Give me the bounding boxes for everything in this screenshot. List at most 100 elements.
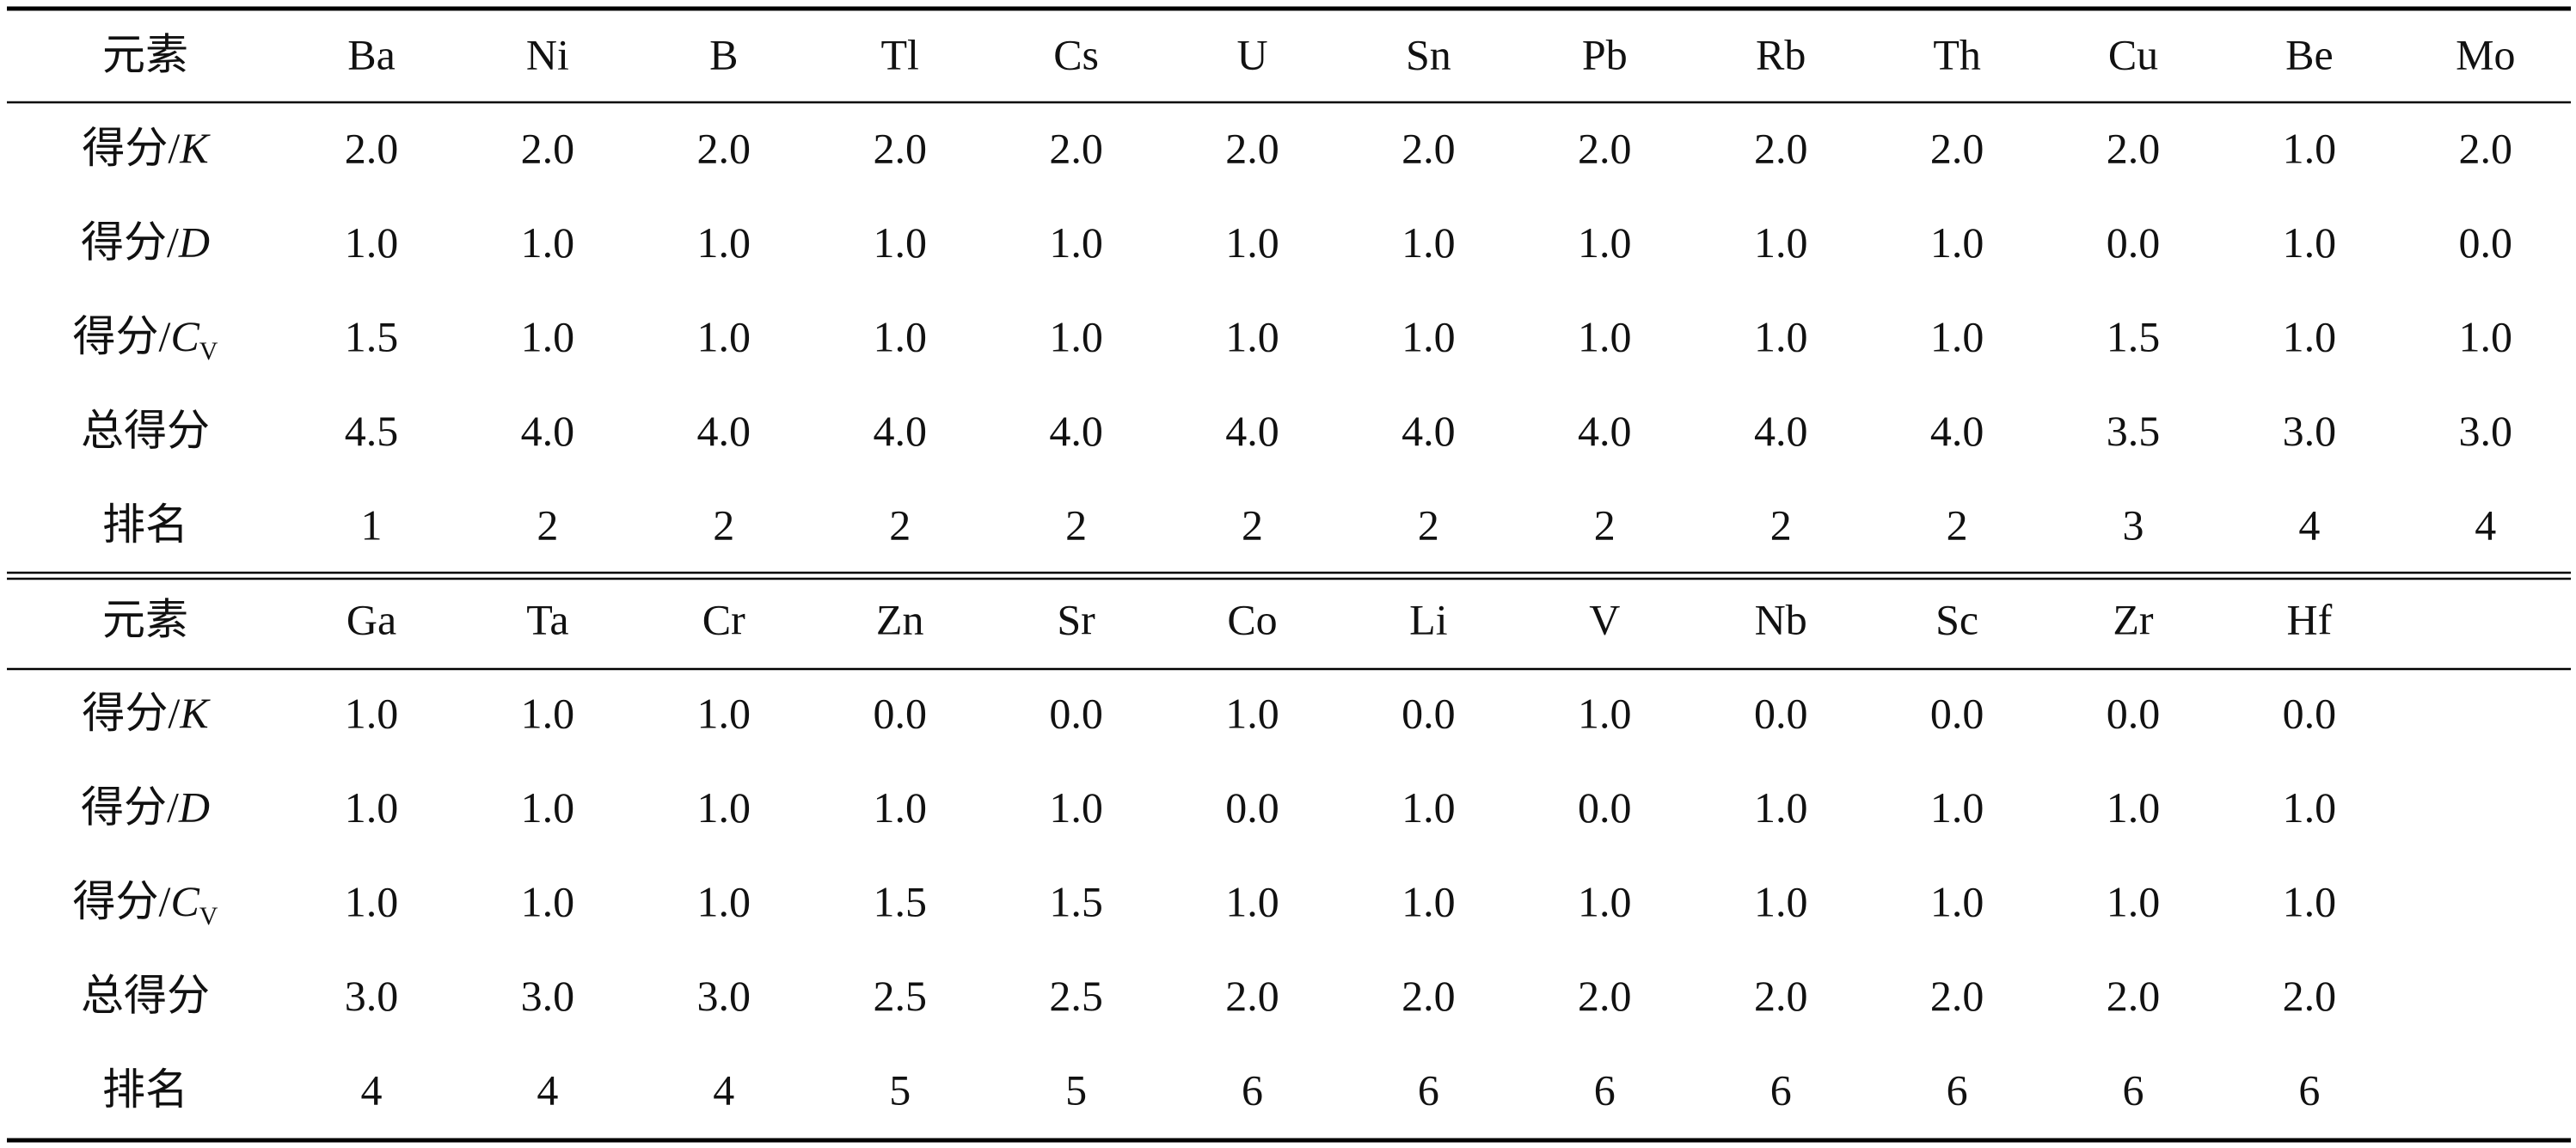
cell-value: 6 (1594, 1065, 1616, 1114)
cell-value: 2.0 (1225, 124, 1279, 172)
row-label: 排名 (102, 1065, 188, 1114)
cell-value: 1.0 (1401, 877, 1456, 925)
cell-value: 2.0 (521, 124, 575, 172)
label-variable: D (178, 218, 210, 267)
element-name: Cs (1053, 30, 1099, 78)
cell-value: 2.0 (1930, 124, 1984, 172)
element-name: U (1236, 30, 1267, 78)
cell-value: 4 (2298, 500, 2320, 549)
element-name: B (709, 30, 738, 78)
cell-value: 2 (1947, 500, 1968, 549)
cell-value: 1.0 (345, 218, 399, 267)
header-label: 元素 (102, 30, 188, 78)
cell-value: 1.0 (697, 689, 751, 737)
cell-value: 3.0 (2459, 407, 2513, 455)
cell-value: 1.0 (345, 689, 399, 737)
element-name: Mo (2456, 30, 2515, 78)
element-name: Ta (526, 595, 568, 643)
cell-value: 0.0 (2107, 689, 2161, 737)
element-name: V (1589, 595, 1620, 643)
cell-value: 2 (889, 500, 911, 549)
cell-value: 0.0 (1930, 689, 1984, 737)
cell-value: 6 (1947, 1065, 1968, 1114)
cell-value: 1.5 (345, 312, 399, 360)
row-label: 得分/CV (73, 312, 218, 365)
cell-value: 1.0 (1754, 218, 1808, 267)
label-text: 排名 (102, 1065, 188, 1114)
element-name: Sr (1057, 595, 1095, 643)
cell-value: 1.0 (521, 689, 575, 737)
cell-value: 1.0 (1578, 689, 1632, 737)
cell-value: 1.5 (873, 877, 927, 925)
cell-value: 1.0 (2283, 312, 2337, 360)
cell-value: 4 (713, 1065, 734, 1114)
cell-value: 2.0 (1401, 972, 1456, 1020)
element-name: Ga (347, 595, 396, 643)
cell-value: 4 (361, 1065, 383, 1114)
header-label: 元素 (102, 595, 188, 643)
element-name: Co (1227, 595, 1277, 643)
label-text: 排名 (102, 500, 188, 549)
row-label: 总得分 (81, 972, 210, 1020)
element-name: Rb (1756, 30, 1806, 78)
cell-value: 6 (1770, 1065, 1792, 1114)
cell-value: 1.5 (2107, 312, 2161, 360)
cell-value: 6 (2298, 1065, 2320, 1114)
cell-value: 5 (1065, 1065, 1087, 1114)
cell-value: 2.0 (1578, 124, 1632, 172)
cell-value: 2.0 (1049, 124, 1103, 172)
cell-value: 2.0 (2283, 972, 2337, 1020)
label-variable: K (179, 689, 211, 737)
cell-value: 1.0 (1930, 312, 1984, 360)
cell-value: 1.0 (2283, 783, 2337, 832)
label-text: 总得分 (81, 407, 210, 455)
cell-value: 4 (537, 1065, 558, 1114)
element-name: Hf (2287, 595, 2333, 643)
label-variable: D (178, 783, 210, 832)
cell-value: 1.0 (697, 312, 751, 360)
cell-value: 4.5 (345, 407, 399, 455)
cell-value: 3 (2123, 500, 2144, 549)
label-text: 得分/ (81, 783, 179, 832)
element-name: Sc (1935, 595, 1978, 643)
cell-value: 1.0 (2283, 218, 2337, 267)
cell-value: 3.0 (2283, 407, 2337, 455)
element-name: Sn (1406, 30, 1451, 78)
cell-value: 1.0 (873, 218, 927, 267)
element-name: Ba (347, 30, 396, 78)
cell-value: 3.0 (521, 972, 575, 1020)
cell-value: 2 (713, 500, 734, 549)
cell-value: 1.0 (345, 783, 399, 832)
cell-value: 1.0 (1578, 877, 1632, 925)
label-text: 得分/ (81, 218, 179, 267)
cell-value: 2.5 (873, 972, 927, 1020)
cell-value: 2.0 (1401, 124, 1456, 172)
row-label: 总得分 (81, 407, 210, 455)
cell-value: 0.0 (1225, 783, 1279, 832)
label-text: 得分/ (73, 877, 171, 925)
cell-value: 0.0 (1049, 689, 1103, 737)
label-text: 得分/ (73, 312, 171, 360)
cell-value: 2.0 (1930, 972, 1984, 1020)
cell-value: 0.0 (1578, 783, 1632, 832)
element-name: Cu (2108, 30, 2158, 78)
element-name: Pb (1582, 30, 1628, 78)
cell-value: 2 (1770, 500, 1792, 549)
cell-value: 4 (2475, 500, 2496, 549)
cell-value: 2.0 (1754, 972, 1808, 1020)
cell-value: 1.0 (1049, 218, 1103, 267)
cell-value: 1.0 (521, 312, 575, 360)
element-name: Th (1933, 30, 1981, 78)
row-label: 得分/K (82, 124, 211, 172)
cell-value: 1.0 (1578, 218, 1632, 267)
cell-value: 4.0 (1754, 407, 1808, 455)
cell-value: 2.0 (345, 124, 399, 172)
cell-value: 1.5 (1049, 877, 1103, 925)
cell-value: 2 (1065, 500, 1087, 549)
cell-value: 2.0 (1225, 972, 1279, 1020)
cell-value: 2 (1242, 500, 1263, 549)
label-subscript: V (199, 337, 218, 365)
cell-value: 3.5 (2107, 407, 2161, 455)
cell-value: 1.0 (1225, 312, 1279, 360)
